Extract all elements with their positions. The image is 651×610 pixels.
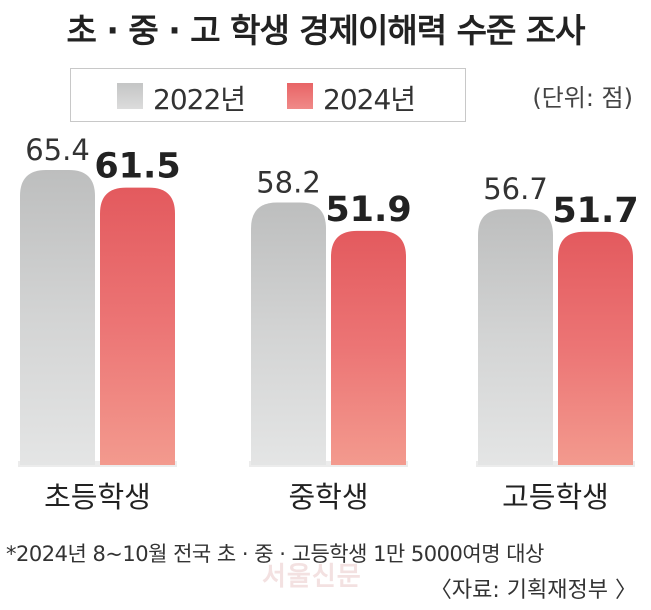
- legend-swatch-2022: [117, 83, 143, 109]
- watermark: 서울신문: [262, 562, 362, 592]
- bar-2022-1: [251, 202, 326, 466]
- value-label-2022-2: 56.7: [483, 172, 548, 206]
- legend-label-2022: 2022년: [153, 83, 246, 116]
- value-label-2024-1: 51.9: [325, 190, 411, 230]
- unit-label: (단위: 점): [532, 84, 633, 112]
- value-label-2024-2: 51.7: [552, 191, 638, 231]
- legend-swatch-2024: [287, 83, 313, 109]
- bar-2024-1: [331, 230, 406, 465]
- legend-label-2024: 2024년: [323, 83, 416, 116]
- bar-2024-0: [100, 187, 175, 465]
- value-label-2022-1: 58.2: [256, 165, 321, 199]
- bar-chart: 65.4 61.5 초등학생 58.251.9 중학생 56.751.7 고등학생: [18, 133, 639, 514]
- source-label: 〈자료: 기획재정부 〉: [429, 578, 637, 603]
- category-label-2: 고등학생: [502, 480, 609, 514]
- category-label-0: 초등학생: [44, 480, 151, 514]
- bar-base-0: [18, 461, 177, 467]
- bar-2024-2: [558, 231, 633, 465]
- bar-base-1: [249, 461, 408, 467]
- value-label-2024-0: 61.5: [94, 147, 180, 187]
- legend: 2022년 2024년: [70, 68, 466, 122]
- footnote: *2024년 8~10월 전국 초 · 중 · 고등학생 1만 5000여명 대…: [6, 542, 544, 566]
- value-label-2022-0: 65.4: [25, 133, 90, 167]
- bar-base-2: [476, 461, 635, 467]
- bar-2022-2: [478, 209, 553, 465]
- chart-title: 초 · 중 · 고 학생 경제이해력 수준 조사: [66, 11, 585, 50]
- category-label-1: 중학생: [288, 480, 368, 514]
- bar-2022-0: [20, 170, 95, 465]
